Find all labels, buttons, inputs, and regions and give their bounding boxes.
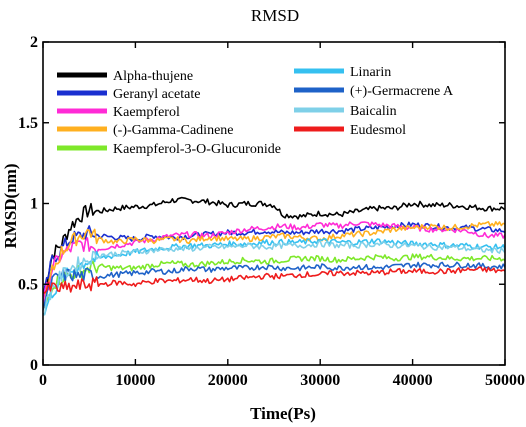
x-tick-label-4: 40000 <box>393 372 433 389</box>
legend-label-2: Kaempferol <box>113 105 180 120</box>
y-tick-label-2: 1 <box>30 196 38 213</box>
series-line-8 <box>43 266 505 294</box>
x-axis: 0 10000 20000 30000 40000 50000 <box>39 42 525 389</box>
legend-label-8: Eudesmol <box>350 123 406 138</box>
chart-title: RMSD <box>251 6 299 25</box>
x-tick-label-2: 20000 <box>208 372 248 389</box>
legend-label-6: (+)-Germacrene A <box>350 84 454 99</box>
legend-label-7: Baicalin <box>350 104 397 119</box>
series-line-6 <box>43 261 505 311</box>
series-line-0 <box>43 196 505 298</box>
y-tick-label-3: 1.5 <box>18 115 38 132</box>
x-tick-label-3: 30000 <box>300 372 340 389</box>
series-line-7 <box>43 240 505 316</box>
x-tick-label-0: 0 <box>39 372 47 389</box>
y-axis-label: RMSD(nm) <box>1 164 20 249</box>
x-axis-label: Time(Ps) <box>250 404 316 423</box>
legend: Alpha-thujene Geranyl acetate Kaempferol (-… <box>57 65 454 157</box>
series-line-1 <box>43 221 505 299</box>
series-line-2 <box>43 221 505 307</box>
legend-label-0: Alpha-thujene <box>113 69 193 84</box>
legend-label-5: Linarin <box>350 65 391 80</box>
series-line-3 <box>43 221 505 309</box>
y-tick-label-1: 0.5 <box>18 276 38 293</box>
legend-label-4: Kaempferol-3-O-Glucuronide <box>113 142 281 157</box>
y-axis: 0 0.5 1 1.5 2 <box>18 34 505 374</box>
x-tick-label-5: 50000 <box>485 372 525 389</box>
legend-label-1: Geranyl acetate <box>113 87 200 102</box>
series-line-4 <box>43 253 505 310</box>
y-tick-label-4: 2 <box>30 34 38 51</box>
series-layer <box>43 196 505 316</box>
y-tick-label-0: 0 <box>30 357 38 374</box>
x-tick-label-1: 10000 <box>115 372 155 389</box>
legend-label-3: (-)-Gamma-Cadinene <box>113 123 234 138</box>
